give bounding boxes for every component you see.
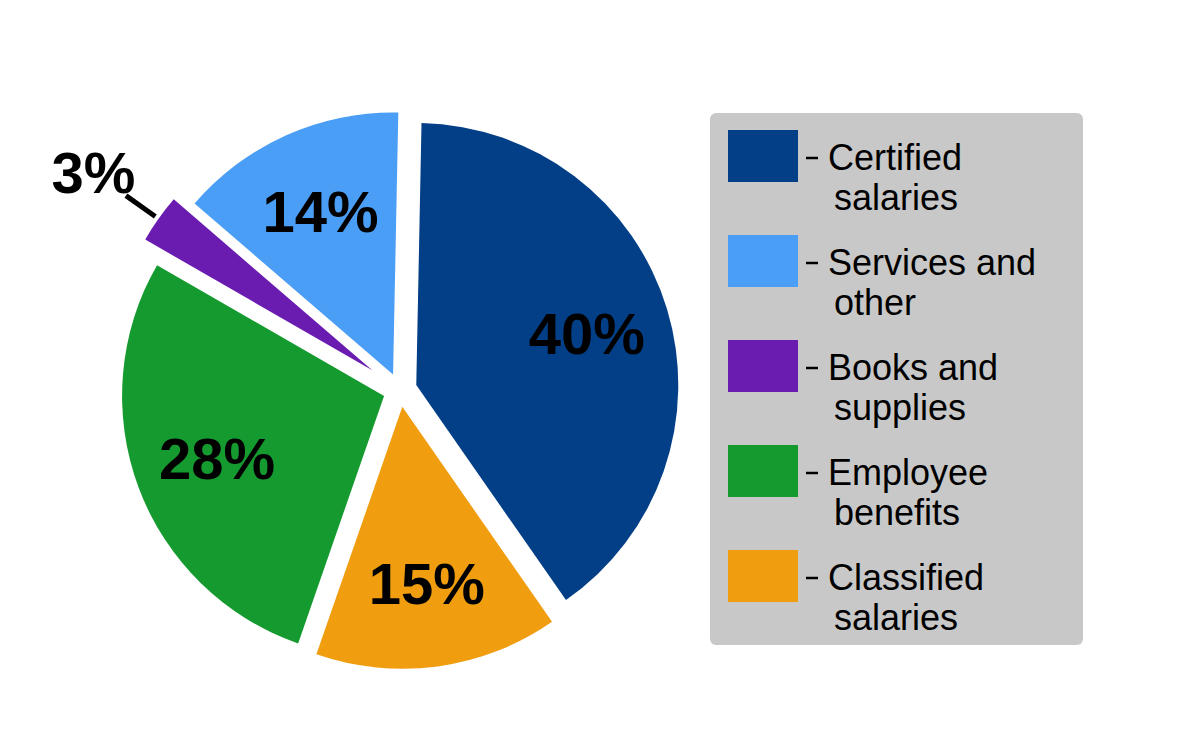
legend-label: Certifiedsalaries	[828, 137, 962, 218]
legend-dash	[806, 157, 818, 160]
legend-swatch	[728, 235, 798, 287]
legend-label-line: salaries	[834, 177, 958, 218]
legend-label: Books andsupplies	[828, 347, 998, 428]
data-label: 40%	[529, 301, 645, 366]
legend-label-line: Certified	[828, 137, 962, 178]
legend-label: Employeebenefits	[828, 452, 988, 533]
legend-label-line: salaries	[834, 597, 958, 638]
legend-swatch	[728, 130, 798, 182]
legend-swatch	[728, 445, 798, 497]
legend-dash	[806, 367, 818, 370]
data-label: 15%	[369, 551, 485, 616]
slices	[122, 112, 678, 668]
legend-dash	[806, 472, 818, 475]
legend-dash	[806, 262, 818, 265]
background	[0, 0, 1200, 736]
legend-label: Classifiedsalaries	[828, 557, 984, 638]
chart-canvas: 40%14%3%28%15%CertifiedsalariesServices …	[0, 0, 1200, 736]
legend-label-line: Classified	[828, 557, 984, 598]
data-label: 14%	[262, 179, 378, 244]
legend: CertifiedsalariesServices andotherBooks …	[710, 113, 1083, 645]
legend-box	[710, 113, 1083, 645]
legend-label-line: Books and	[828, 347, 998, 388]
legend-label-line: supplies	[834, 387, 966, 428]
legend-label-line: Employee	[828, 452, 988, 493]
data-label: 28%	[159, 426, 275, 491]
legend-swatch	[728, 550, 798, 602]
pie-slice	[316, 407, 552, 669]
legend-label-line: other	[834, 282, 916, 323]
pie: 40% 14% 3% 28% 15%	[51, 112, 678, 668]
legend-dash	[806, 577, 818, 580]
data-labels: 40% 14% 3% 28% 15%	[51, 140, 644, 616]
data-label: 3%	[51, 140, 135, 205]
legend-swatch	[728, 340, 798, 392]
legend-label: Services andother	[828, 242, 1036, 323]
legend-label-line: benefits	[834, 492, 960, 533]
legend-label-line: Services and	[828, 242, 1036, 283]
